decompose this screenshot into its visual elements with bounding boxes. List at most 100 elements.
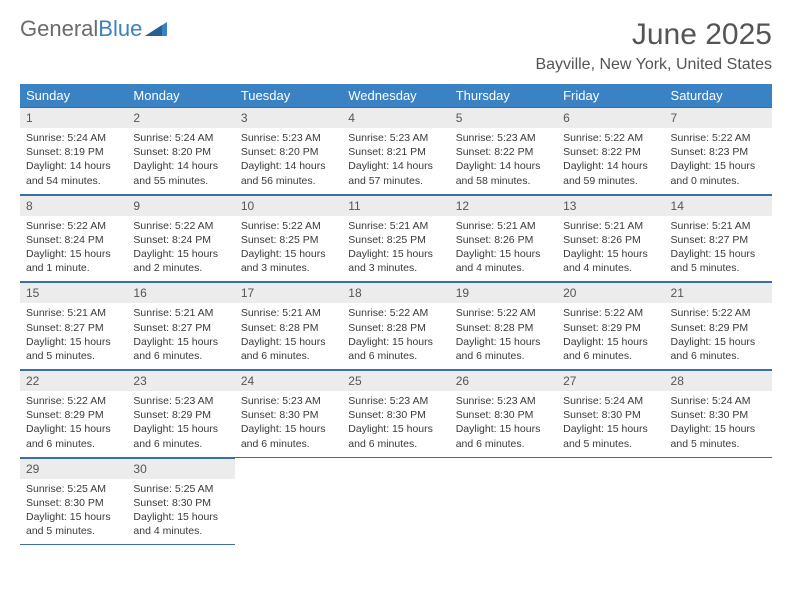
daylight-text: Daylight: 15 hours and 6 minutes. <box>348 422 443 450</box>
sunset-text: Sunset: 8:27 PM <box>671 233 766 247</box>
day-body: Sunrise: 5:25 AMSunset: 8:30 PMDaylight:… <box>20 479 127 545</box>
sunrise-text: Sunrise: 5:25 AM <box>133 482 228 496</box>
calendar-day-cell: 29Sunrise: 5:25 AMSunset: 8:30 PMDayligh… <box>20 457 127 545</box>
calendar-day-cell: 27Sunrise: 5:24 AMSunset: 8:30 PMDayligh… <box>557 370 664 458</box>
day-number: 21 <box>665 282 772 303</box>
daylight-text: Daylight: 15 hours and 5 minutes. <box>26 335 121 363</box>
daylight-text: Daylight: 15 hours and 0 minutes. <box>671 159 766 187</box>
day-number: 5 <box>450 107 557 128</box>
sunset-text: Sunset: 8:20 PM <box>241 145 336 159</box>
logo-text-gray: General <box>20 18 98 40</box>
daylight-text: Daylight: 15 hours and 4 minutes. <box>133 510 228 538</box>
sunrise-text: Sunrise: 5:25 AM <box>26 482 121 496</box>
calendar-day-cell: 21Sunrise: 5:22 AMSunset: 8:29 PMDayligh… <box>665 282 772 370</box>
sunset-text: Sunset: 8:27 PM <box>133 321 228 335</box>
calendar-day-cell: 8Sunrise: 5:22 AMSunset: 8:24 PMDaylight… <box>20 194 127 282</box>
sunrise-text: Sunrise: 5:21 AM <box>241 306 336 320</box>
day-body: Sunrise: 5:23 AMSunset: 8:30 PMDaylight:… <box>450 391 557 457</box>
day-number: 20 <box>557 282 664 303</box>
sunrise-text: Sunrise: 5:23 AM <box>241 394 336 408</box>
sunset-text: Sunset: 8:22 PM <box>456 145 551 159</box>
weekday-header: Sunday <box>20 84 127 107</box>
calendar-day-cell: 10Sunrise: 5:22 AMSunset: 8:25 PMDayligh… <box>235 194 342 282</box>
day-body: Sunrise: 5:22 AMSunset: 8:24 PMDaylight:… <box>20 216 127 282</box>
calendar-day-cell: 18Sunrise: 5:22 AMSunset: 8:28 PMDayligh… <box>342 282 449 370</box>
calendar-day-cell: 26Sunrise: 5:23 AMSunset: 8:30 PMDayligh… <box>450 370 557 458</box>
day-number: 8 <box>20 195 127 216</box>
day-body: Sunrise: 5:24 AMSunset: 8:30 PMDaylight:… <box>665 391 772 457</box>
sunrise-text: Sunrise: 5:24 AM <box>26 131 121 145</box>
sunrise-text: Sunrise: 5:24 AM <box>671 394 766 408</box>
sunrise-text: Sunrise: 5:22 AM <box>671 131 766 145</box>
calendar-week-row: 22Sunrise: 5:22 AMSunset: 8:29 PMDayligh… <box>20 370 772 458</box>
day-body: Sunrise: 5:23 AMSunset: 8:20 PMDaylight:… <box>235 128 342 194</box>
day-body: Sunrise: 5:23 AMSunset: 8:30 PMDaylight:… <box>235 391 342 457</box>
sunset-text: Sunset: 8:30 PM <box>26 496 121 510</box>
day-number: 7 <box>665 107 772 128</box>
day-body: Sunrise: 5:24 AMSunset: 8:30 PMDaylight:… <box>557 391 664 457</box>
daylight-text: Daylight: 15 hours and 5 minutes. <box>26 510 121 538</box>
sunset-text: Sunset: 8:23 PM <box>671 145 766 159</box>
calendar-day-cell <box>450 457 557 545</box>
sunset-text: Sunset: 8:27 PM <box>26 321 121 335</box>
daylight-text: Daylight: 15 hours and 6 minutes. <box>671 335 766 363</box>
day-body: Sunrise: 5:22 AMSunset: 8:29 PMDaylight:… <box>557 303 664 369</box>
daylight-text: Daylight: 15 hours and 6 minutes. <box>133 422 228 450</box>
day-body: Sunrise: 5:24 AMSunset: 8:20 PMDaylight:… <box>127 128 234 194</box>
day-number: 18 <box>342 282 449 303</box>
calendar-day-cell: 11Sunrise: 5:21 AMSunset: 8:25 PMDayligh… <box>342 194 449 282</box>
calendar-day-cell: 9Sunrise: 5:22 AMSunset: 8:24 PMDaylight… <box>127 194 234 282</box>
day-body: Sunrise: 5:23 AMSunset: 8:22 PMDaylight:… <box>450 128 557 194</box>
weekday-header: Friday <box>557 84 664 107</box>
day-body: Sunrise: 5:23 AMSunset: 8:30 PMDaylight:… <box>342 391 449 457</box>
calendar-week-row: 8Sunrise: 5:22 AMSunset: 8:24 PMDaylight… <box>20 194 772 282</box>
calendar-day-cell: 17Sunrise: 5:21 AMSunset: 8:28 PMDayligh… <box>235 282 342 370</box>
calendar-day-cell: 16Sunrise: 5:21 AMSunset: 8:27 PMDayligh… <box>127 282 234 370</box>
sunset-text: Sunset: 8:25 PM <box>241 233 336 247</box>
daylight-text: Daylight: 15 hours and 6 minutes. <box>241 335 336 363</box>
sunset-text: Sunset: 8:29 PM <box>26 408 121 422</box>
day-body: Sunrise: 5:25 AMSunset: 8:30 PMDaylight:… <box>127 479 234 545</box>
calendar-week-row: 1Sunrise: 5:24 AMSunset: 8:19 PMDaylight… <box>20 107 772 194</box>
sunrise-text: Sunrise: 5:21 AM <box>563 219 658 233</box>
calendar-day-cell <box>557 457 664 545</box>
day-body: Sunrise: 5:21 AMSunset: 8:28 PMDaylight:… <box>235 303 342 369</box>
day-body: Sunrise: 5:24 AMSunset: 8:19 PMDaylight:… <box>20 128 127 194</box>
weekday-header: Thursday <box>450 84 557 107</box>
sunrise-text: Sunrise: 5:21 AM <box>456 219 551 233</box>
day-body: Sunrise: 5:21 AMSunset: 8:27 PMDaylight:… <box>665 216 772 282</box>
calendar-day-cell: 30Sunrise: 5:25 AMSunset: 8:30 PMDayligh… <box>127 457 234 545</box>
sunset-text: Sunset: 8:30 PM <box>671 408 766 422</box>
daylight-text: Daylight: 14 hours and 57 minutes. <box>348 159 443 187</box>
sunset-text: Sunset: 8:30 PM <box>241 408 336 422</box>
daylight-text: Daylight: 14 hours and 58 minutes. <box>456 159 551 187</box>
day-body: Sunrise: 5:22 AMSunset: 8:24 PMDaylight:… <box>127 216 234 282</box>
calendar-day-cell: 14Sunrise: 5:21 AMSunset: 8:27 PMDayligh… <box>665 194 772 282</box>
day-body: Sunrise: 5:22 AMSunset: 8:28 PMDaylight:… <box>450 303 557 369</box>
calendar-day-cell: 4Sunrise: 5:23 AMSunset: 8:21 PMDaylight… <box>342 107 449 194</box>
sunrise-text: Sunrise: 5:23 AM <box>241 131 336 145</box>
logo: GeneralBlue <box>20 18 167 40</box>
weekday-header: Saturday <box>665 84 772 107</box>
calendar-day-cell <box>665 457 772 545</box>
day-number: 29 <box>20 458 127 479</box>
day-body: Sunrise: 5:22 AMSunset: 8:28 PMDaylight:… <box>342 303 449 369</box>
sunrise-text: Sunrise: 5:24 AM <box>133 131 228 145</box>
sunrise-text: Sunrise: 5:22 AM <box>456 306 551 320</box>
day-number: 25 <box>342 370 449 391</box>
header: GeneralBlue June 2025 Bayville, New York… <box>20 18 772 74</box>
sunrise-text: Sunrise: 5:21 AM <box>26 306 121 320</box>
sunrise-text: Sunrise: 5:22 AM <box>671 306 766 320</box>
day-number: 1 <box>20 107 127 128</box>
weekday-header: Tuesday <box>235 84 342 107</box>
day-number: 2 <box>127 107 234 128</box>
sunset-text: Sunset: 8:30 PM <box>456 408 551 422</box>
day-body: Sunrise: 5:22 AMSunset: 8:29 PMDaylight:… <box>665 303 772 369</box>
day-body: Sunrise: 5:22 AMSunset: 8:25 PMDaylight:… <box>235 216 342 282</box>
day-number: 30 <box>127 458 234 479</box>
day-number: 19 <box>450 282 557 303</box>
logo-text-blue: Blue <box>98 18 142 40</box>
sunset-text: Sunset: 8:25 PM <box>348 233 443 247</box>
sunset-text: Sunset: 8:29 PM <box>563 321 658 335</box>
sunset-text: Sunset: 8:28 PM <box>456 321 551 335</box>
